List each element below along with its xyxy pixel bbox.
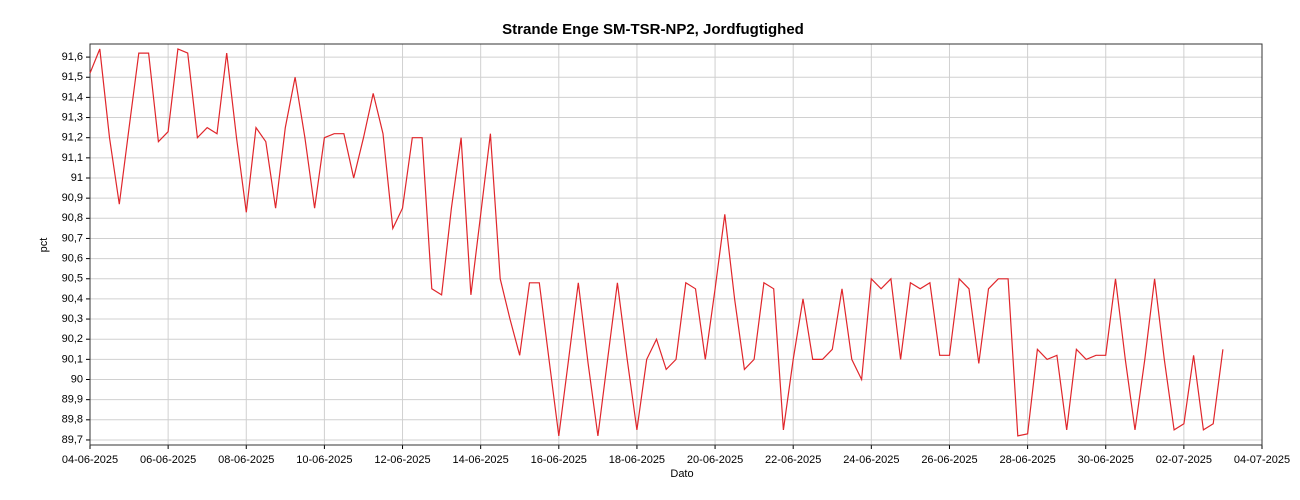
y-tick-label: 90,3 [62,313,83,325]
x-tick-label: 14-06-2025 [453,454,509,466]
y-tick-label: 90,5 [62,273,83,285]
x-axis-label: Dato [670,468,693,480]
x-tick-label: 04-06-2025 [62,454,118,466]
data-line [89,48,1224,437]
y-tick-label: 91 [71,172,83,184]
x-tick-label: 22-06-2025 [765,454,821,466]
x-tick-label: 18-06-2025 [609,454,665,466]
x-tick-label: 12-06-2025 [374,454,430,466]
y-tick-label: 91,3 [62,111,83,123]
x-tick-label: 26-06-2025 [921,454,977,466]
y-tick-label: 90,8 [62,212,83,224]
y-tick-label: 91,4 [62,91,83,103]
y-tick-label: 90,9 [62,192,83,204]
y-tick-label: 90,7 [62,232,83,244]
x-tick-label: 24-06-2025 [843,454,899,466]
x-tick-label: 16-06-2025 [531,454,587,466]
y-tick-label: 91,6 [62,51,83,63]
y-tick-label: 91,1 [62,152,83,164]
x-tick-label: 30-06-2025 [1078,454,1134,466]
y-tick-label: 90 [71,373,83,385]
y-tick-label: 89,9 [62,394,83,406]
x-tick-label: 04-07-2025 [1234,454,1290,466]
y-tick-label: 89,8 [62,414,83,426]
x-tick-label: 10-06-2025 [296,454,352,466]
y-tick-label: 90,4 [62,293,83,305]
chart-title: Strande Enge SM-TSR-NP2, Jordfugtighed [502,21,804,38]
y-tick-label: 91,5 [62,71,83,83]
y-tick-label: 91,2 [62,132,83,144]
plot-frame [89,43,1263,446]
y-tick-label: 90,6 [62,253,83,265]
x-tick-label: 06-06-2025 [140,454,196,466]
plot-area [90,44,1262,445]
y-tick-label: 90,2 [62,333,83,345]
y-tick-label: 89,7 [62,434,83,446]
x-tick-label: 02-07-2025 [1156,454,1212,466]
y-axis-label: pct [38,238,50,253]
x-tick-label: 28-06-2025 [999,454,1055,466]
x-tick-label: 08-06-2025 [218,454,274,466]
x-tick-label: 20-06-2025 [687,454,743,466]
y-tick-label: 90,1 [62,353,83,365]
